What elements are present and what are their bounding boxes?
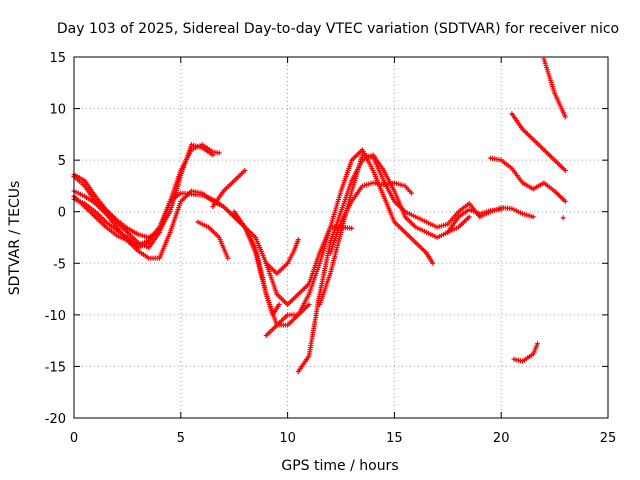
series-track-i (263, 237, 301, 277)
data-point (466, 214, 472, 220)
data-point (430, 260, 436, 266)
series-track-h (231, 147, 436, 328)
series-track-g (210, 167, 248, 210)
data-point (349, 225, 355, 231)
y-tick-label: 10 (49, 103, 66, 118)
data-point (216, 150, 222, 156)
y-tick-label: 5 (58, 154, 66, 169)
y-tick-label: -20 (45, 412, 66, 427)
series-track-n (445, 207, 504, 235)
data-point (225, 255, 231, 261)
data-point (562, 167, 568, 173)
data-point (295, 237, 301, 243)
data-point (535, 341, 541, 347)
series-track-p (509, 111, 568, 173)
y-axis-ticks: -20 -15 -10 -5 0 5 10 15 (45, 51, 608, 427)
series-track-r (511, 341, 541, 364)
data-point (276, 302, 282, 308)
data-point (498, 207, 504, 213)
series-track-j (263, 302, 312, 338)
x-tick-label: 10 (279, 431, 296, 446)
data-point (530, 214, 536, 220)
y-tick-label: -5 (53, 257, 66, 272)
data-points (71, 56, 568, 375)
data-point (408, 190, 414, 196)
data-point (156, 224, 162, 230)
x-tick-label: 0 (70, 431, 78, 446)
data-point (306, 302, 312, 308)
data-point (562, 114, 568, 120)
series-track-e (71, 196, 162, 251)
x-axis-ticks: 0 5 10 15 20 25 (70, 57, 616, 446)
y-tick-label: 0 (58, 206, 66, 221)
series-track-m (327, 180, 414, 256)
x-tick-label: 25 (600, 431, 617, 446)
series-track-b (71, 142, 222, 251)
y-tick-label: -15 (45, 360, 66, 375)
y-tick-label: -10 (45, 309, 66, 324)
y-tick-label: 15 (49, 51, 66, 66)
plot-frame (73, 56, 609, 419)
data-point (242, 167, 248, 173)
series-track-s (560, 215, 566, 221)
data-point (560, 215, 566, 221)
series-track-q (541, 56, 568, 120)
series-track-f (195, 219, 231, 261)
y-axis-label: SDTVAR / TECUs (7, 181, 23, 296)
series-track-o (488, 155, 568, 204)
x-tick-label: 15 (386, 431, 403, 446)
data-point (562, 198, 568, 204)
series-track-d (71, 190, 355, 308)
x-axis-label: GPS time / hours (281, 458, 398, 474)
x-tick-label: 20 (493, 431, 510, 446)
chart-title: Day 103 of 2025, Sidereal Day-to-day VTE… (57, 21, 619, 37)
x-tick-label: 5 (177, 431, 185, 446)
